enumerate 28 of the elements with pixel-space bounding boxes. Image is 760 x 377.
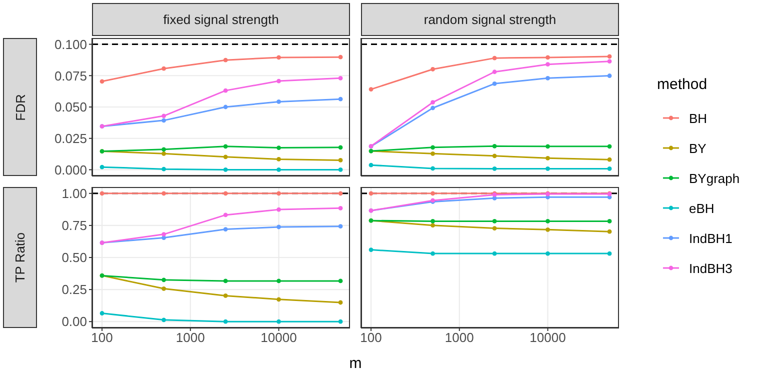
legend-label: BH (689, 110, 708, 126)
legend-label: IndBH3 (689, 260, 732, 276)
y-axis-title: TP Ratio (12, 232, 28, 283)
y-tick-label: 0.25 (62, 282, 87, 298)
y-tick-label: 0.100 (54, 36, 87, 52)
legend-label: eBH (689, 200, 714, 216)
y-tick-label: 0.000 (54, 162, 87, 178)
x-tick-label: 10000 (260, 330, 297, 346)
y-tick-label: 1.00 (62, 186, 87, 202)
chart-title: random signal strength (424, 12, 556, 27)
legend-label: BY (689, 140, 706, 156)
y-tick-label: 0.75 (62, 218, 87, 234)
x-tick-label: 1000 (444, 330, 474, 346)
x-tick-label: 1000 (176, 330, 205, 346)
y-tick-label: 0.00 (62, 314, 87, 330)
legend-label: BYgraph (689, 170, 740, 186)
chart-title: fixed signal strength (163, 12, 279, 27)
legend-label: IndBH1 (689, 230, 732, 246)
y-axis-title: FDR (12, 94, 28, 120)
y-tick-label: 0.075 (54, 68, 87, 84)
x-tick-label: 10000 (530, 330, 566, 346)
x-tick-label: 100 (91, 330, 113, 346)
legend-title: method (657, 76, 708, 93)
y-tick-label: 0.025 (54, 130, 87, 146)
x-axis-title: m (348, 355, 363, 372)
y-tick-label: 0.050 (54, 100, 87, 115)
y-tick-label: 0.50 (62, 250, 87, 266)
x-tick-label: 100 (360, 330, 382, 346)
